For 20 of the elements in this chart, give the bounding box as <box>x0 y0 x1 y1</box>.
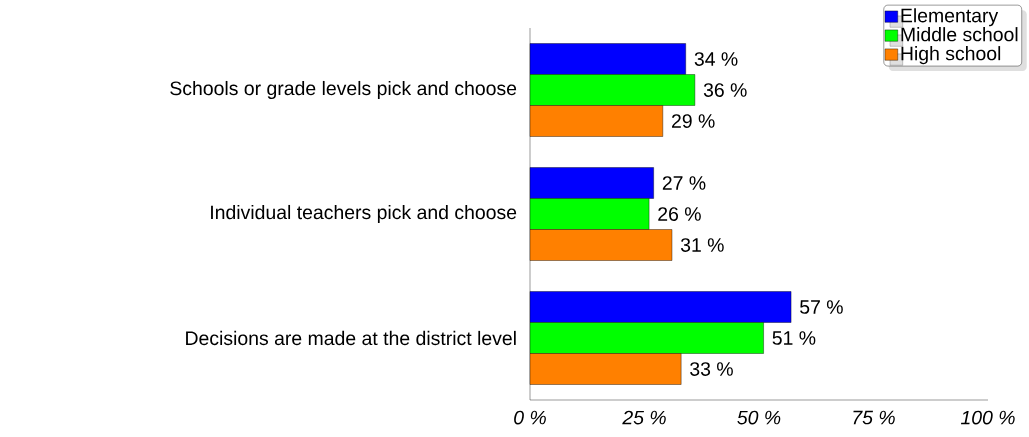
data-label: 26 % <box>658 207 701 221</box>
legend-label: Middle school <box>901 27 1018 42</box>
y-tick-label: Schools or grade levels pick and choose <box>170 80 517 100</box>
y-tick-label: Decisions are made at the district level <box>186 330 516 346</box>
y-tick-label: Individual teachers pick and choose <box>211 204 517 224</box>
legend-label: Elementary <box>901 8 999 27</box>
x-tick-label: 25 % <box>622 410 666 425</box>
x-tick-label: 100 % <box>960 410 1015 425</box>
data-label: 31 % <box>680 238 724 252</box>
data-label: 27 % <box>662 176 706 190</box>
data-label: 51 % <box>772 331 816 345</box>
data-label: 29 % <box>672 114 715 128</box>
data-label: 36 % <box>703 83 747 97</box>
legend-label: High school <box>901 46 1001 65</box>
data-label: 57 % <box>800 300 843 314</box>
x-tick-label: 0 % <box>514 410 546 425</box>
x-tick-label: 50 % <box>737 410 781 425</box>
data-label: 34 % <box>694 52 738 66</box>
x-tick-label: 75 % <box>853 410 895 425</box>
data-label: 33 % <box>690 362 733 376</box>
